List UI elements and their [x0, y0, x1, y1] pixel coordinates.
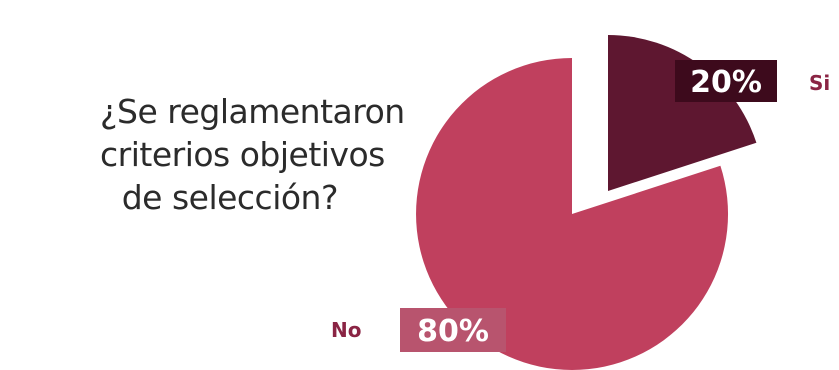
category-label-si: Si	[809, 71, 830, 95]
value-label-no: 80%	[417, 314, 489, 349]
question-line-2: criterios objetivos	[100, 135, 385, 174]
category-label-no: No	[331, 318, 361, 342]
question-line-3: de selección?	[121, 178, 339, 217]
value-label-box-si	[675, 60, 777, 102]
value-label-box-no	[400, 308, 506, 352]
pie-slice-si	[608, 34, 757, 191]
pie-slice-no	[416, 58, 729, 370]
value-label-si: 20%	[690, 65, 762, 100]
